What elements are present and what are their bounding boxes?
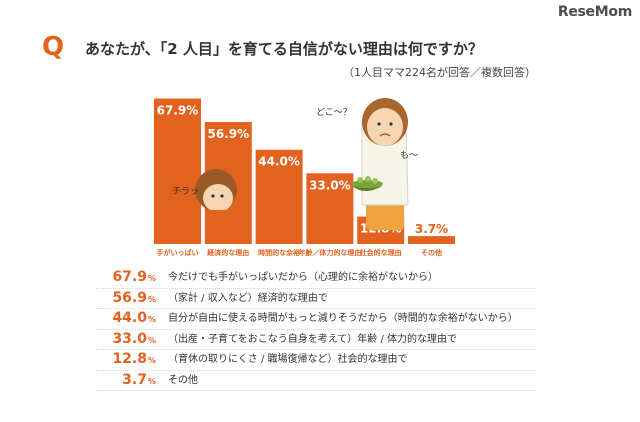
bar-3 (306, 173, 354, 244)
bar-value-label-3: 33.0% (309, 178, 351, 192)
answer-percent-unit: % (147, 335, 156, 345)
child-illustration (195, 169, 237, 220)
answer-text: 自分が自由に使える時間がもっと減りそうだから（時間的な余裕がないから） (168, 313, 518, 324)
category-label-5: その他 (421, 248, 442, 257)
bar-value-label-0: 67.9% (157, 104, 199, 118)
answer-percent: 56.9 (112, 289, 147, 306)
answer-list: 67.9% 今だけでも手がいっぱいだから（心理的に余裕がないから） 56.9% … (96, 268, 536, 391)
mother-speech-2: も～ (400, 150, 418, 161)
answer-row: 44.0% 自分が自由に使える時間がもっと減りそうだから（時間的な余裕がないから… (96, 309, 536, 330)
answer-row: 3.7% その他 (96, 371, 536, 391)
answer-percent: 3.7 (122, 371, 147, 388)
answer-row: 33.0% （出産・子育てをおこなう自身を考えて）年齢 / 体力的な理由で (96, 330, 536, 350)
bar-0 (154, 98, 201, 244)
answer-percent: 33.0 (112, 330, 147, 347)
bar-chart: 67.9% 手がいっぱい 56.9% 経済的な理由 44.0% 時間的な余裕 33.0% 年齢… (154, 98, 455, 257)
answer-percent-unit: % (147, 294, 156, 304)
answer-row: 56.9% （家計 / 収入など）経済的な理由で (96, 289, 536, 309)
child-speech: チラッ (172, 186, 199, 197)
question-mark-label: Q (42, 32, 65, 62)
respondent-note: （1人目ママ224名が回答／複数回答） (343, 66, 536, 79)
answer-text: （育休の取りにくさ / 職場復帰など）社会的な理由で (168, 354, 408, 365)
answer-percent: 44.0 (112, 310, 147, 326)
answer-percent: 12.8 (112, 351, 147, 367)
category-label-3: 年齢／体力的な理由 (298, 248, 361, 257)
answer-row: 12.8% （育休の取りにくさ / 職場復帰など）社会的な理由で (96, 350, 536, 371)
mother-illustration (351, 98, 409, 230)
answer-text: その他 (168, 374, 198, 386)
answer-percent-unit: % (147, 376, 156, 386)
answer-text: （家計 / 収入など）経済的な理由で (168, 292, 328, 304)
category-label-1: 経済的な理由 (207, 248, 249, 257)
answer-percent-unit: % (147, 274, 156, 283)
bar-value-label-1: 56.9% (207, 127, 249, 141)
bar-value-label-5: 3.7% (415, 222, 448, 236)
category-label-2: 時間的な余裕 (258, 248, 300, 257)
category-label-0: 手がいっぱい (157, 248, 199, 257)
answer-text: 今だけでも手がいっぱいだから（心理的に余裕がないから） (168, 272, 438, 283)
answer-percent-unit: % (147, 315, 156, 324)
category-label-4: 社会的な理由 (359, 248, 402, 257)
resemom-logo: ReseMom (557, 4, 632, 20)
mother-speech-1: どこ～？ (316, 107, 352, 118)
answer-percent-unit: % (147, 356, 156, 365)
answer-percent: 67.9 (112, 269, 147, 285)
bar-value-label-2: 44.0% (258, 155, 300, 169)
bar-5 (408, 236, 455, 244)
answer-text: （出産・子育てをおこなう自身を考えて）年齢 / 体力的な理由で (168, 333, 458, 345)
answer-row: 67.9% 今だけでも手がいっぱいだから（心理的に余裕がないから） (96, 268, 536, 289)
bar-2 (255, 149, 303, 244)
question-title: あなたが、「2 人目」を育てる自信がない理由は何ですか？ (85, 40, 483, 58)
